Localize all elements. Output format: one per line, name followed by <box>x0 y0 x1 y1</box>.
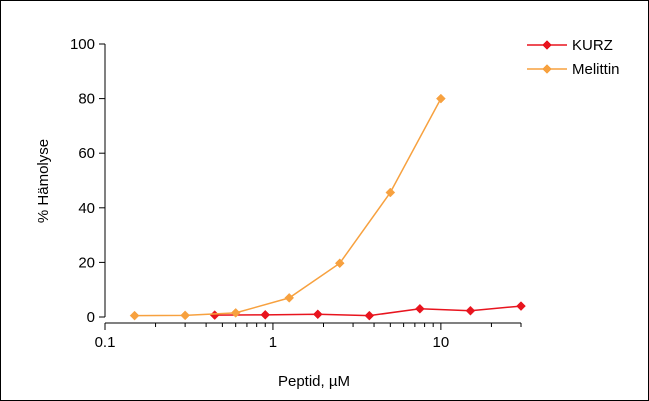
series-melittin <box>129 93 446 321</box>
data-point <box>230 308 241 318</box>
data-point <box>180 310 190 321</box>
legend-label: Melittin <box>572 61 620 78</box>
y-tick-label: 60 <box>78 145 95 162</box>
data-point <box>516 301 526 311</box>
legend-swatch-marker <box>542 40 552 50</box>
legend-item-melittin: Melittin <box>527 61 620 78</box>
y-tick-label: 100 <box>70 36 95 53</box>
legend-item-kurz: KURZ <box>527 37 613 54</box>
y-tick-label: 0 <box>87 309 95 326</box>
legend-label: KURZ <box>572 37 613 54</box>
y-tick-label: 20 <box>78 254 95 271</box>
legend-swatch-marker <box>542 64 552 74</box>
data-point <box>284 293 295 303</box>
x-tick-label: 1 <box>269 334 277 351</box>
x-tick-label: 0.1 <box>95 334 116 351</box>
y-tick-label: 80 <box>78 91 95 108</box>
y-tick-label: 40 <box>78 200 95 217</box>
series-kurz <box>209 301 526 321</box>
data-point <box>334 258 345 269</box>
data-point <box>436 93 446 104</box>
axes <box>104 44 521 324</box>
series-layer <box>129 93 526 321</box>
x-axis-title: Peptid, µM <box>278 373 350 390</box>
data-point <box>312 309 323 320</box>
legend: KURZ Melittin <box>527 37 620 78</box>
data-point <box>465 305 476 316</box>
y-ticks: 0 20 40 60 80 100 <box>70 36 105 326</box>
series-line <box>134 98 442 317</box>
data-point <box>385 187 396 198</box>
x-tick-label: 10 <box>433 334 450 351</box>
data-point <box>260 309 271 320</box>
data-point <box>364 310 375 321</box>
data-point <box>129 310 140 321</box>
y-axis-title: % Hämolyse <box>35 139 52 223</box>
data-point <box>209 310 220 320</box>
x-ticks: 0.1 1 10 <box>95 323 522 351</box>
data-point <box>415 303 425 314</box>
